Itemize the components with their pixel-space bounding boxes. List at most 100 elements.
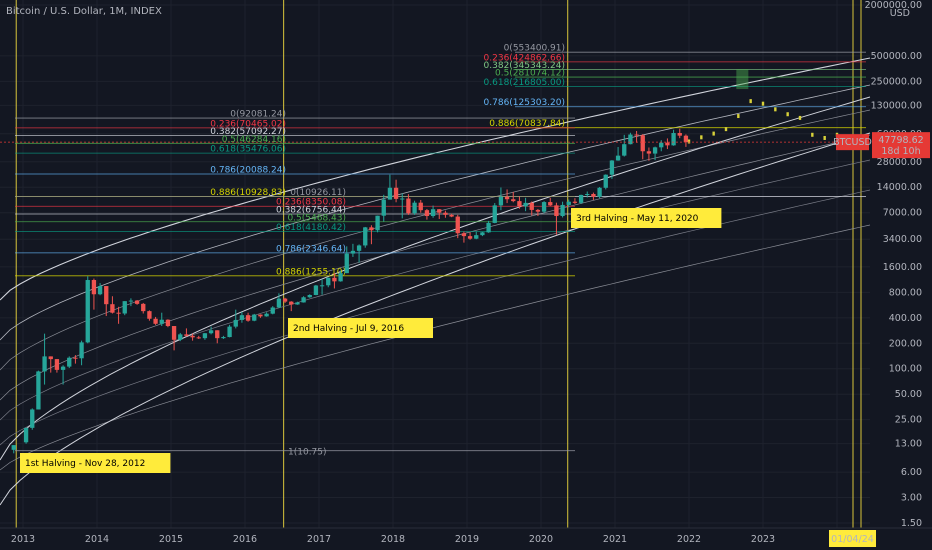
- candle[interactable]: [48, 356, 53, 360]
- candle[interactable]: [79, 342, 84, 359]
- candle[interactable]: [208, 330, 214, 334]
- candle[interactable]: [566, 201, 571, 205]
- candle[interactable]: [492, 205, 497, 223]
- candle[interactable]: [467, 236, 473, 239]
- candle[interactable]: [227, 326, 232, 338]
- candle[interactable]: [134, 300, 140, 304]
- candle[interactable]: [307, 294, 312, 298]
- candle[interactable]: [319, 285, 325, 287]
- candle[interactable]: [54, 359, 60, 370]
- candle[interactable]: [196, 337, 201, 339]
- candle[interactable]: [529, 202, 534, 210]
- candle[interactable]: [375, 215, 380, 231]
- candle[interactable]: [677, 133, 682, 136]
- candle[interactable]: [461, 233, 467, 237]
- candle[interactable]: [190, 335, 195, 338]
- candle[interactable]: [646, 151, 652, 154]
- candle[interactable]: [233, 319, 238, 327]
- candle[interactable]: [615, 155, 621, 161]
- candle[interactable]: [60, 366, 66, 370]
- candle[interactable]: [221, 337, 226, 339]
- candle[interactable]: [252, 314, 257, 321]
- candle[interactable]: [264, 313, 269, 317]
- candle[interactable]: [110, 304, 115, 313]
- candle[interactable]: [276, 298, 282, 308]
- candle[interactable]: [498, 196, 504, 206]
- candle[interactable]: [97, 286, 103, 295]
- candle[interactable]: [393, 187, 399, 199]
- candle[interactable]: [659, 142, 664, 148]
- candle[interactable]: [36, 371, 41, 410]
- candle[interactable]: [449, 214, 454, 217]
- candle[interactable]: [23, 427, 29, 443]
- candle[interactable]: [30, 409, 35, 428]
- candle[interactable]: [424, 210, 430, 216]
- candle[interactable]: [215, 330, 220, 339]
- candle[interactable]: [295, 302, 300, 305]
- candle[interactable]: [504, 196, 510, 200]
- time-axis[interactable]: 2013 2014 2015 2016 2017 2018 2019 2020 2021 2022…: [0, 527, 932, 545]
- candle[interactable]: [437, 209, 442, 213]
- candle[interactable]: [430, 209, 436, 216]
- candle[interactable]: [344, 253, 349, 274]
- candle[interactable]: [535, 209, 541, 212]
- candles[interactable]: [11, 128, 689, 454]
- candle[interactable]: [116, 312, 121, 314]
- candle[interactable]: [400, 198, 405, 200]
- candle[interactable]: [91, 280, 97, 295]
- candle[interactable]: [67, 357, 72, 367]
- candle[interactable]: [585, 193, 590, 195]
- candle[interactable]: [202, 333, 208, 339]
- candle[interactable]: [184, 334, 189, 336]
- candle[interactable]: [480, 232, 485, 236]
- candle[interactable]: [239, 315, 245, 320]
- candle[interactable]: [363, 227, 368, 246]
- candle[interactable]: [486, 222, 491, 233]
- candle[interactable]: [332, 277, 337, 282]
- candle[interactable]: [141, 303, 146, 312]
- candle[interactable]: [11, 445, 16, 450]
- candle[interactable]: [683, 135, 689, 143]
- candle[interactable]: [652, 147, 658, 154]
- candle[interactable]: [147, 311, 152, 319]
- candle[interactable]: [517, 201, 522, 207]
- candle[interactable]: [541, 202, 547, 212]
- candle[interactable]: [122, 301, 127, 314]
- candle[interactable]: [511, 199, 516, 202]
- candle[interactable]: [455, 216, 460, 234]
- candle[interactable]: [85, 280, 90, 343]
- candle[interactable]: [73, 357, 78, 359]
- candle[interactable]: [609, 160, 615, 175]
- candle[interactable]: [628, 134, 633, 145]
- candle[interactable]: [178, 334, 183, 340]
- candle[interactable]: [42, 356, 47, 372]
- candle[interactable]: [671, 133, 676, 146]
- candle[interactable]: [128, 300, 134, 302]
- candle[interactable]: [338, 273, 343, 282]
- candle[interactable]: [640, 135, 645, 152]
- candle[interactable]: [104, 286, 109, 305]
- candle[interactable]: [548, 202, 553, 206]
- candle[interactable]: [301, 297, 306, 303]
- candle[interactable]: [578, 194, 584, 203]
- candle[interactable]: [560, 204, 565, 216]
- candle[interactable]: [554, 205, 559, 216]
- candle[interactable]: [603, 174, 608, 188]
- candle[interactable]: [597, 187, 602, 197]
- candle[interactable]: [326, 277, 331, 286]
- candle[interactable]: [153, 318, 158, 324]
- candle[interactable]: [159, 319, 164, 324]
- candle[interactable]: [418, 202, 423, 211]
- candle[interactable]: [622, 144, 627, 156]
- candle[interactable]: [356, 245, 362, 251]
- candle[interactable]: [523, 202, 528, 207]
- candle[interactable]: [406, 198, 411, 214]
- candle[interactable]: [665, 142, 670, 146]
- candle[interactable]: [369, 227, 374, 231]
- candle[interactable]: [412, 202, 417, 214]
- candle[interactable]: [572, 201, 578, 203]
- candle[interactable]: [282, 298, 288, 302]
- candle[interactable]: [258, 314, 263, 317]
- candle[interactable]: [270, 307, 275, 314]
- candle[interactable]: [289, 301, 294, 305]
